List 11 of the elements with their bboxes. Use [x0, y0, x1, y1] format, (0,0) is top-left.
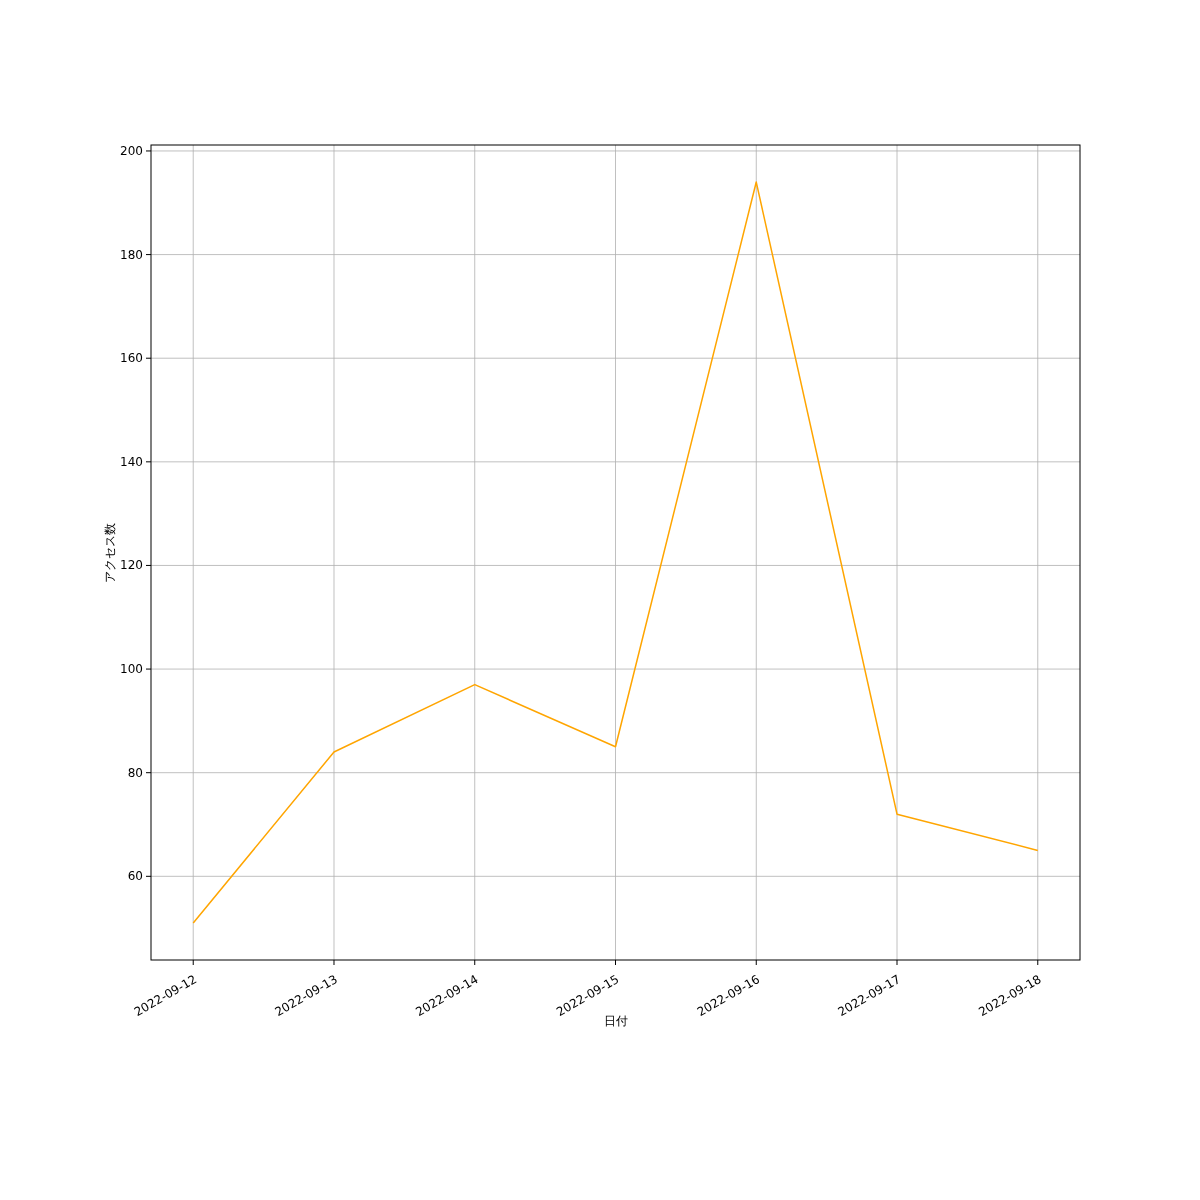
y-axis-title: アクセス数	[103, 522, 117, 583]
y-tick-label: 160	[120, 351, 143, 366]
y-tick-label: 140	[120, 454, 143, 469]
y-tick-label: 80	[127, 765, 143, 780]
y-tick-label: 120	[120, 558, 143, 573]
y-tick-label: 60	[127, 869, 143, 884]
y-tick-label: 200	[120, 143, 143, 158]
y-tick-label: 180	[120, 247, 143, 262]
line-series	[192, 181, 1039, 924]
y-tick-label: 100	[120, 662, 143, 677]
x-axis-title: 日付	[603, 1014, 628, 1028]
